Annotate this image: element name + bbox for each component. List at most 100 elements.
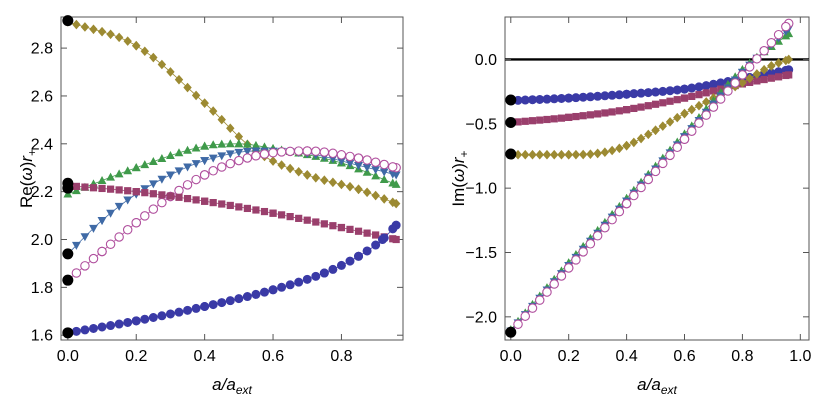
series-marker [200, 98, 209, 108]
reference-point [505, 117, 517, 129]
series-marker [88, 253, 99, 264]
series-marker [371, 190, 380, 201]
series-marker [600, 147, 610, 157]
series-marker [528, 117, 537, 125]
series-marker [268, 285, 278, 295]
series-marker [336, 150, 347, 160]
y-tick-label: 1.6 [31, 328, 53, 345]
series-marker [165, 309, 175, 319]
series-marker [345, 256, 355, 266]
series-marker [174, 148, 184, 157]
series-marker [260, 207, 269, 216]
series-marker [673, 112, 682, 123]
y-axis-title: Re(ω)r+ [17, 149, 39, 208]
series-marker [208, 166, 218, 176]
series-marker [528, 149, 537, 160]
series-marker [89, 224, 98, 233]
series-marker [175, 193, 183, 201]
series-marker [557, 149, 566, 160]
series-marker [658, 121, 667, 131]
reference-point [505, 326, 517, 338]
series-marker [781, 55, 791, 66]
series-marker [379, 194, 389, 204]
x-axis-title: a/aext [212, 375, 252, 397]
series-marker [114, 32, 124, 43]
series-marker [199, 170, 210, 180]
series-marker [629, 190, 639, 201]
x-tick-label: 0.4 [615, 348, 637, 365]
series-marker [201, 197, 209, 205]
series-marker [759, 46, 769, 56]
x-tick-label: 0.2 [125, 348, 147, 365]
x-tick-label: 0.8 [731, 348, 753, 365]
series-marker [295, 214, 303, 222]
series-marker [97, 175, 107, 184]
series-marker [388, 197, 397, 208]
series-marker [585, 239, 596, 249]
series-marker [773, 29, 784, 40]
series-marker [242, 292, 252, 302]
series-marker [651, 100, 660, 108]
series-marker [72, 182, 80, 191]
series-marker [106, 209, 115, 218]
series-marker [285, 146, 295, 157]
series-marker [157, 311, 167, 321]
series-marker [182, 180, 193, 190]
x-tick-label: 0.6 [262, 348, 284, 365]
series-marker [141, 189, 149, 197]
series-marker [132, 188, 140, 196]
series-marker [672, 142, 683, 153]
series-marker [535, 149, 544, 160]
series-marker [550, 115, 558, 123]
series-marker [174, 167, 184, 176]
series-marker [123, 36, 132, 46]
series-marker [208, 300, 218, 310]
series-marker [644, 102, 652, 110]
series-marker [311, 172, 320, 183]
series-marker [302, 274, 312, 284]
series-marker [276, 147, 287, 157]
series-marker [166, 67, 175, 77]
series-marker [708, 79, 718, 89]
series-marker [71, 241, 81, 250]
reference-point [505, 148, 517, 160]
series-marker [557, 114, 566, 122]
series-magenta-open-circles [63, 146, 401, 285]
series-marker [766, 37, 777, 48]
series-marker [715, 94, 726, 104]
series-marker [81, 183, 89, 191]
series-marker [208, 106, 218, 116]
series-marker [549, 279, 559, 289]
series-marker [114, 232, 124, 242]
series-marker [140, 160, 150, 169]
series-marker [586, 149, 595, 159]
series-marker [688, 92, 696, 101]
series-marker [285, 280, 295, 290]
series-marker [114, 202, 124, 211]
series-marker [218, 200, 226, 208]
series-marker [744, 62, 755, 72]
series-marker [738, 77, 747, 88]
series-marker [311, 146, 321, 157]
series-marker [709, 87, 718, 95]
series-marker [362, 164, 372, 173]
series-marker [148, 204, 159, 214]
series-marker [319, 268, 329, 278]
series-marker [379, 174, 389, 183]
series-marker [123, 317, 133, 327]
series-marker [371, 166, 381, 175]
series-marker [760, 75, 768, 84]
series-marker [183, 305, 193, 315]
series-marker [89, 24, 98, 35]
reference-point [62, 274, 74, 286]
y-tick-label: 2.2 [31, 184, 53, 201]
series-marker [286, 212, 294, 221]
series-marker [217, 114, 226, 125]
series-marker [521, 117, 529, 125]
series-marker [259, 287, 269, 297]
series-marker [781, 21, 791, 32]
right-panel-im-omega: 0.0 0.2 0.4 0.6 0.8 1.0 0.0 −0.5 −1.0 −1.5 −2.0 Im(… [449, 16, 812, 397]
series-marker [337, 223, 346, 232]
series-marker [550, 149, 559, 160]
